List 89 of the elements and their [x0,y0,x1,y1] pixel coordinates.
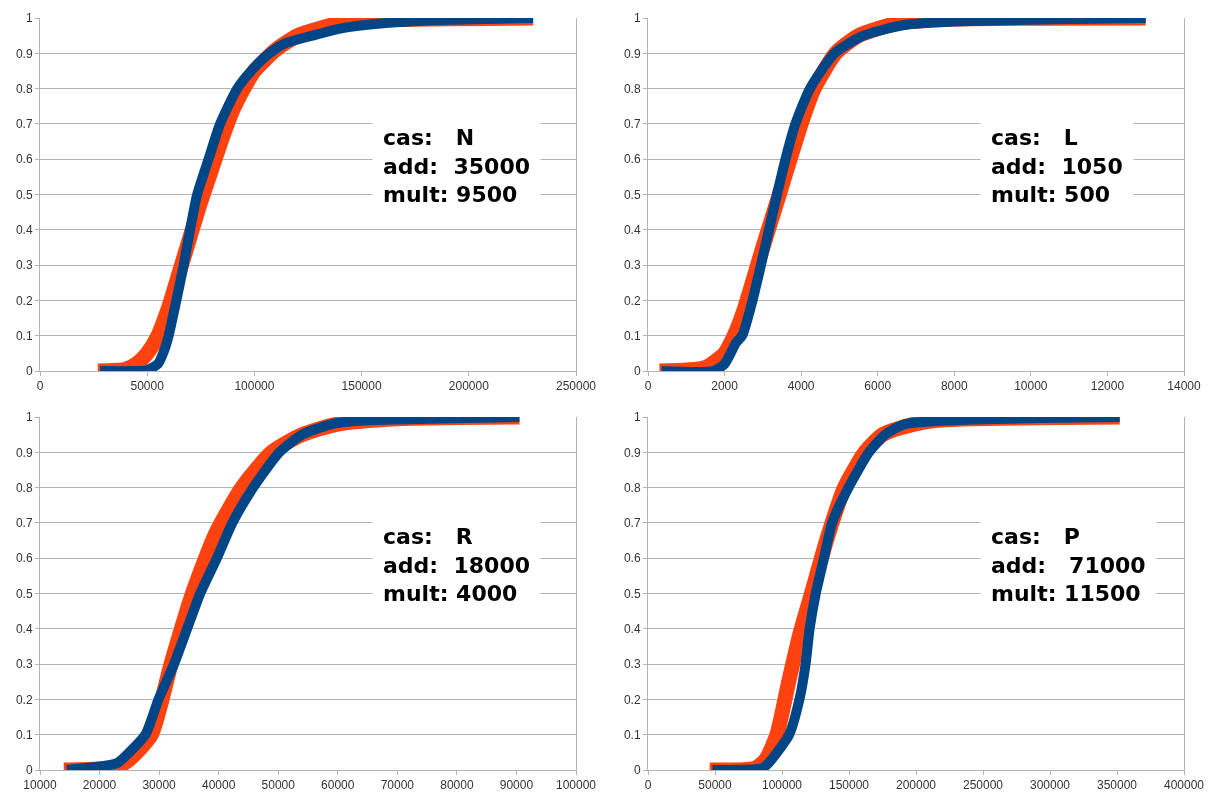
annotation: cas: N [383,125,475,150]
y-tick-label: 0 [633,364,641,379]
y-tick-label: 0.3 [623,657,641,672]
x-tick-label: 70000 [380,778,415,793]
annotation: add: 18000 [383,552,530,578]
y-tick-label: 0 [25,763,33,778]
y-tick-label: 1 [25,410,33,425]
x-tick-label: 350000 [1096,778,1138,793]
annotation: cas: R [383,524,473,549]
y-tick-label: 0.1 [15,727,33,742]
x-tick-label: 4000 [787,379,815,394]
y-tick-label: 0.2 [623,293,641,308]
y-tick-label: 0.4 [623,223,641,237]
y-tick-label: 0.8 [623,81,641,96]
y-tick-label: 1 [25,11,33,26]
y-tick-label: 0.3 [15,258,33,273]
x-tick-label: 14000 [1167,379,1202,394]
x-tick-label: 60000 [321,778,355,793]
y-tick-label: 0.7 [623,117,641,132]
y-tick-label: 0.9 [15,46,33,61]
x-tick-label: 50000 [130,379,165,394]
y-tick-label: 0 [633,763,641,778]
annotation: add: 71000 [991,552,1146,578]
x-tick-label: 40000 [201,778,236,793]
y-tick-label: 1 [633,11,641,26]
y-tick-label: 0.6 [623,152,641,167]
y-tick-label: 0 [25,364,33,379]
x-tick-label: 0 [644,778,652,793]
y-tick-label: 0.1 [15,328,33,343]
x-tick-label: 100000 [555,778,597,793]
y-tick-label: 0.2 [623,692,641,707]
annotation: cas: P [991,524,1080,549]
y-tick-label: 0.2 [15,692,33,707]
x-tick-label: 0 [644,379,652,394]
x-tick-label: 100000 [234,379,275,394]
x-tick-label: 50000 [261,778,296,793]
annotation: add: 35000 [383,153,530,179]
y-tick-label: 0.7 [623,516,641,531]
y-tick-label: 0.5 [15,586,33,601]
x-tick-label: 12000 [1090,379,1125,394]
y-tick-label: 0.3 [623,258,641,273]
y-tick-label: 0.4 [15,223,33,237]
y-tick-label: 0.6 [15,551,33,566]
y-tick-label: 0.8 [623,480,641,495]
annotation: mult: 4000 [383,581,518,607]
x-tick-label: 400000 [1163,778,1205,793]
x-tick-label: 6000 [864,379,892,394]
y-tick-label: 0.6 [623,551,641,566]
y-tick-label: 0.4 [623,622,641,636]
x-tick-label: 300000 [1029,778,1071,793]
x-tick-label: 30000 [142,778,177,793]
x-tick-label: 10000 [1014,379,1048,394]
annotation: mult: 500 [991,182,1111,208]
y-tick-label: 0.3 [15,657,33,672]
y-tick-label: 0.8 [15,81,33,96]
x-tick-label: 100000 [761,778,803,793]
y-tick-label: 0.5 [623,586,641,601]
x-tick-label: 0 [36,379,44,394]
x-tick-label: 250000 [555,379,597,394]
y-tick-label: 0.1 [623,727,641,742]
annotation: mult: 9500 [383,182,518,208]
x-tick-label: 90000 [499,778,534,793]
x-tick-label: 10000 [23,778,58,793]
x-tick-label: 2000 [711,379,739,394]
x-tick-label: 200000 [895,778,937,793]
y-tick-label: 0.9 [623,445,641,460]
x-tick-label: 80000 [440,778,474,793]
y-tick-label: 0.8 [15,480,33,495]
y-tick-label: 0.2 [15,293,33,308]
annotation: cas: L [991,125,1078,150]
y-tick-label: 0.5 [623,187,641,202]
x-tick-label: 8000 [940,379,968,394]
y-tick-label: 0.7 [15,117,33,132]
y-tick-label: 0.4 [15,622,33,636]
x-tick-label: 200000 [448,379,490,394]
y-tick-label: 1 [633,410,641,425]
x-tick-label: 20000 [82,778,117,793]
annotation: mult: 11500 [991,581,1141,607]
y-tick-label: 0.9 [623,46,641,61]
y-tick-label: 0.7 [15,516,33,531]
annotation: add: 1050 [991,153,1123,179]
x-tick-label: 150000 [341,379,382,394]
x-tick-label: 50000 [698,778,733,793]
y-tick-label: 0.5 [15,187,33,202]
x-tick-label: 150000 [828,778,870,793]
y-tick-label: 0.9 [15,445,33,460]
x-tick-label: 250000 [962,778,1004,793]
y-tick-label: 0.6 [15,152,33,167]
y-tick-label: 0.1 [623,328,641,343]
